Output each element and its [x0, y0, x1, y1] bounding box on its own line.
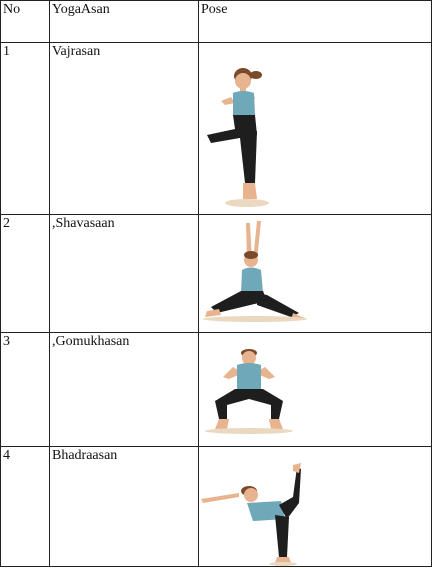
- table-header-row: No YogaAsan Pose: [0, 0, 432, 43]
- pose-cell: [198, 446, 432, 567]
- table-row: 3 ,Gomukhasan: [0, 332, 432, 447]
- asan-name: ,Gomukhasan: [49, 332, 199, 447]
- asan-name: ,Shavasaan: [49, 214, 199, 333]
- header-yoga-asan: YogaAsan: [49, 0, 199, 43]
- header-no: No: [0, 0, 50, 43]
- tree-pose-figure-icon: [207, 68, 269, 207]
- row-number: 4: [0, 446, 50, 567]
- asan-name: Bhadraasan: [49, 446, 199, 567]
- dancer-pose-figure-icon: [201, 463, 301, 566]
- asan-name: Vajrasan: [49, 42, 199, 215]
- header-pose: Pose: [198, 0, 432, 43]
- row-number: 2: [0, 214, 50, 333]
- pose-cell: [198, 214, 432, 333]
- row-number: 1: [0, 42, 50, 215]
- table-row: 2 ,Shavasaan: [0, 214, 432, 333]
- pose-cell: [198, 42, 432, 215]
- pose-cell: [198, 332, 432, 447]
- warrior-pose-figure-icon: [203, 221, 307, 322]
- table-row: 4 Bhadraasan: [0, 446, 432, 567]
- row-number: 3: [0, 332, 50, 447]
- table-row: 1 Vajrasan: [0, 42, 432, 215]
- goddess-pose-figure-icon: [205, 349, 293, 434]
